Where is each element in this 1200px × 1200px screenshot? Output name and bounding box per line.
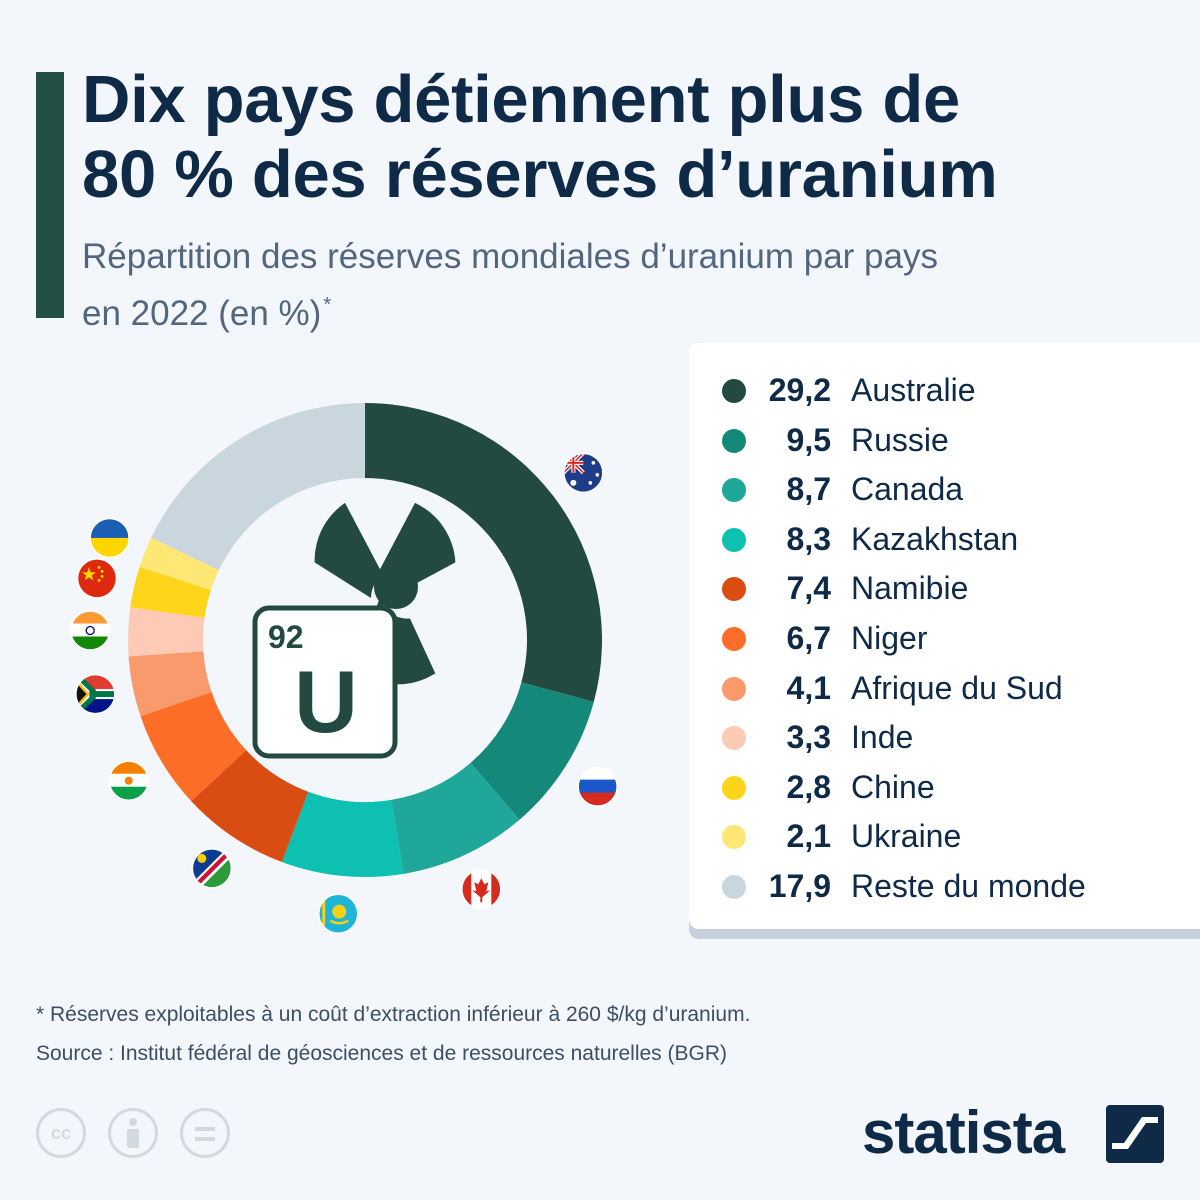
legend-label: Kazakhstan bbox=[851, 520, 1019, 557]
legend-item[interactable]: 8,3 Kazakhstan bbox=[689, 519, 1200, 559]
donut-slice-10[interactable] bbox=[151, 403, 365, 571]
legend-item[interactable]: 2,1 Ukraine bbox=[689, 816, 1200, 856]
legend-dot bbox=[722, 527, 746, 552]
australia-flag bbox=[563, 452, 604, 494]
legend-label: Chine bbox=[851, 768, 935, 805]
legend-dot bbox=[722, 577, 746, 602]
country-flags bbox=[69, 452, 618, 934]
donut-slice-3[interactable] bbox=[281, 791, 404, 877]
title-line-1: Dix pays détiennent plus de bbox=[82, 62, 960, 137]
donut-chart: 92 U bbox=[69, 403, 618, 934]
title-accent-bar bbox=[36, 72, 64, 318]
donut-slice-7[interactable] bbox=[128, 607, 205, 657]
legend-label: Niger bbox=[851, 620, 928, 656]
legend-item[interactable]: 29,2 Australie bbox=[689, 370, 1200, 410]
legend-item[interactable]: 2,8 Chine bbox=[689, 767, 1200, 807]
attribution-icon[interactable] bbox=[108, 1108, 158, 1158]
legend-value: 6,7 bbox=[786, 620, 831, 656]
legend-label: Australie bbox=[851, 372, 976, 408]
legend-item[interactable]: 6,7 Niger bbox=[689, 618, 1200, 658]
legend-label: Afrique du Sud bbox=[851, 669, 1063, 706]
india-flag bbox=[69, 610, 111, 651]
source-note: Source : Institut fédéral de géosciences… bbox=[36, 1042, 728, 1065]
legend-item[interactable]: 8,7 Canada bbox=[689, 469, 1200, 509]
legend-value: 7,4 bbox=[786, 570, 831, 607]
legend-item[interactable]: 9,5 Russie bbox=[689, 420, 1200, 460]
russia-flag bbox=[577, 766, 618, 807]
uranium-element-tile: 92 U bbox=[252, 605, 398, 759]
donut-slice-5[interactable] bbox=[140, 691, 247, 802]
chart-title: Dix pays détiennent plus de 80 % des rés… bbox=[82, 62, 1172, 212]
legend-value: 8,7 bbox=[786, 471, 831, 508]
legend-label: Reste du monde bbox=[851, 868, 1086, 904]
donut-slice-6[interactable] bbox=[128, 651, 212, 717]
legend-item[interactable]: 3,3 Inde bbox=[689, 717, 1200, 757]
legend: 29,2 Australie 9,5 Russie 8,7 Canada 8,3 Kazakh… bbox=[689, 343, 1200, 929]
legend-dot bbox=[722, 775, 746, 800]
legend-item[interactable]: 4,1 Afrique du Sud bbox=[689, 668, 1200, 708]
namibia-flag bbox=[191, 848, 233, 889]
legend-label: Canada bbox=[851, 471, 964, 508]
legend-value: 2,8 bbox=[786, 768, 831, 805]
donut-slices bbox=[128, 403, 602, 877]
legend-item[interactable]: 7,4 Namibie bbox=[689, 568, 1200, 608]
element-symbol: U bbox=[294, 652, 358, 751]
atomic-number: 92 bbox=[268, 619, 304, 655]
title-line-2: 80 % des réserves d’uranium bbox=[82, 137, 998, 212]
donut-slice-0[interactable] bbox=[365, 403, 602, 702]
statista-logo[interactable]: statista bbox=[862, 1098, 1172, 1170]
legend-label: Ukraine bbox=[851, 818, 962, 855]
legend-dot bbox=[722, 478, 746, 503]
license-icons: cc bbox=[36, 1108, 256, 1164]
legend-value: 8,3 bbox=[786, 520, 831, 557]
legend-dot bbox=[722, 726, 746, 751]
south-africa-flag bbox=[75, 673, 116, 715]
chart-subtitle: Répartition des réserves mondiales d’ura… bbox=[82, 232, 1162, 338]
legend-label: Namibie bbox=[851, 570, 969, 607]
legend-dot bbox=[722, 875, 746, 899]
legend-dot bbox=[722, 825, 746, 850]
niger-flag bbox=[108, 760, 149, 801]
donut-slice-1[interactable] bbox=[470, 682, 594, 820]
donut-slice-4[interactable] bbox=[191, 750, 309, 862]
china-flag bbox=[76, 558, 118, 599]
kazakhstan-flag bbox=[318, 893, 359, 934]
statista-logo-icon bbox=[1106, 1105, 1164, 1163]
legend-value: 3,3 bbox=[786, 719, 831, 756]
legend-dot bbox=[722, 379, 746, 403]
legend-value: 2,1 bbox=[786, 818, 831, 855]
legend-value: 29,2 bbox=[768, 372, 831, 408]
no-derivatives-icon[interactable] bbox=[180, 1108, 230, 1158]
donut-slice-2[interactable] bbox=[391, 762, 520, 874]
legend-dot bbox=[722, 428, 746, 453]
legend-label: Russie bbox=[851, 421, 949, 458]
creative-commons-icon[interactable]: cc bbox=[36, 1108, 86, 1158]
subtitle-footnote-mark: * bbox=[323, 294, 332, 316]
legend-dot bbox=[722, 627, 746, 651]
subtitle-line-2: en 2022 (en %) bbox=[82, 294, 322, 333]
footnote: * Réserves exploitables à un coût d’extr… bbox=[36, 1003, 751, 1026]
donut-slice-8[interactable] bbox=[130, 566, 211, 618]
legend-item[interactable]: 17,9 Reste du monde bbox=[689, 866, 1200, 906]
legend-value: 4,1 bbox=[786, 669, 831, 706]
canada-flag bbox=[461, 868, 502, 910]
legend-value: 9,5 bbox=[786, 421, 831, 458]
brand-name: statista bbox=[862, 1099, 1065, 1166]
subtitle-line-1: Répartition des réserves mondiales d’ura… bbox=[82, 237, 938, 276]
legend-label: Inde bbox=[851, 719, 914, 756]
legend-value: 17,9 bbox=[768, 868, 831, 904]
ukraine-flag bbox=[89, 517, 130, 559]
donut-slice-9[interactable] bbox=[139, 537, 219, 590]
legend-dot bbox=[722, 676, 746, 701]
